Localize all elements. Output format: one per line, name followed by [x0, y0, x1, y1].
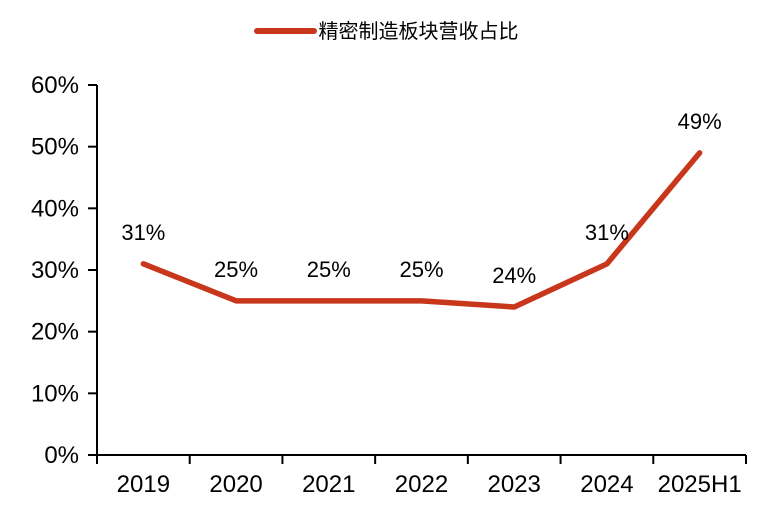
data-label: 24% [492, 263, 536, 288]
y-tick-label: 20% [31, 319, 79, 346]
legend: 精密制造板块营收占比 [0, 18, 772, 44]
y-tick-label: 0% [44, 442, 79, 469]
y-tick-label: 40% [31, 195, 79, 222]
x-tick-label: 2020 [209, 471, 262, 498]
data-label: 31% [585, 220, 629, 245]
legend-label: 精密制造板块营收占比 [318, 19, 519, 43]
series-line [140, 150, 703, 310]
data-label: 49% [678, 109, 722, 134]
data-label: 25% [399, 257, 443, 282]
data-label: 25% [214, 257, 258, 282]
x-tick-label: 2019 [117, 471, 170, 498]
x-tick-label: 2021 [302, 471, 355, 498]
y-tick-label: 10% [31, 380, 79, 407]
y-tick-label: 50% [31, 134, 79, 161]
data-label: 25% [307, 257, 351, 282]
x-tick-label: 2022 [395, 471, 448, 498]
y-tick-label: 30% [31, 257, 79, 284]
x-tick-label: 2025H1 [658, 471, 742, 498]
x-tick-label: 2024 [580, 471, 633, 498]
y-tick-label: 60% [31, 72, 79, 99]
x-tick-label: 2023 [488, 471, 541, 498]
data-label: 31% [121, 220, 165, 245]
legend-line-swatch [253, 28, 317, 34]
